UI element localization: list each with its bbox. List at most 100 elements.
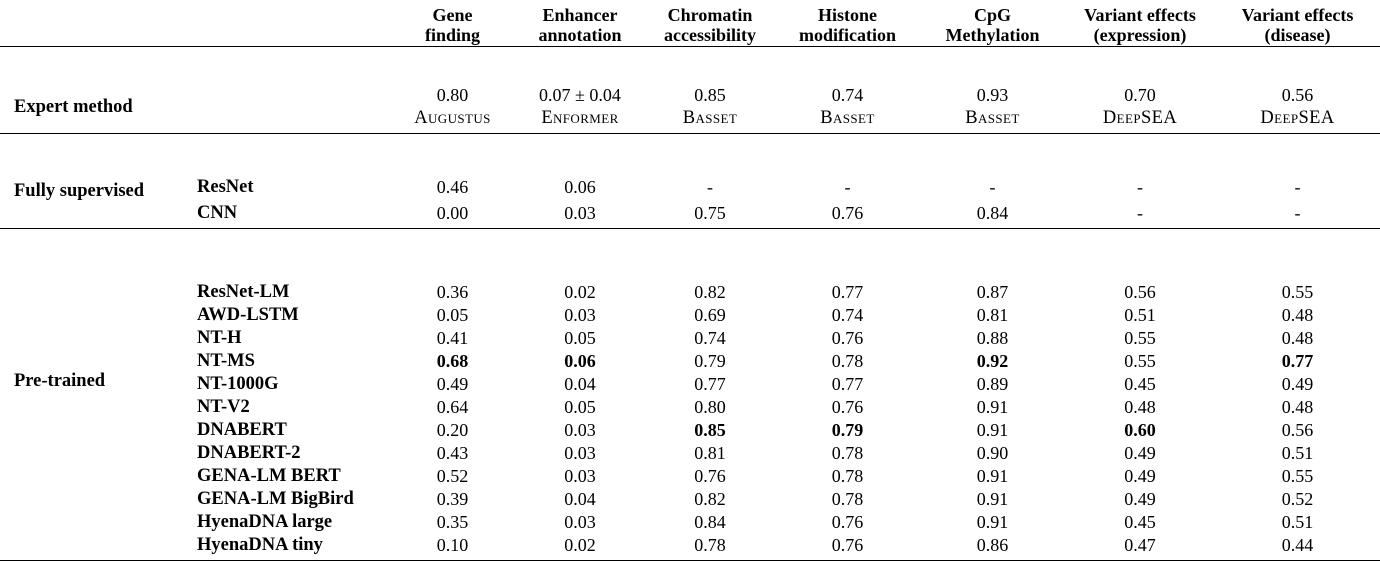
expert-method-section: Expert method 0.80 Augustus 0.07 ± 0.04 …: [0, 46, 1380, 134]
expert-method-name: Basset: [965, 108, 1020, 128]
column-header-line1: Histone: [817, 5, 877, 25]
score-cell: 0.91: [976, 489, 1009, 509]
score-cell: 0.03: [564, 512, 596, 532]
score-cell: 0.49: [1124, 466, 1156, 486]
table-row: NT-H 0.41 0.05 0.74 0.76 0.88 0.55 0.48: [0, 327, 1380, 350]
column-header-histone-modification: Histone modification: [775, 0, 920, 47]
expert-cell-gene-finding: 0.80 Augustus: [390, 46, 515, 134]
table-row: NT-1000G 0.49 0.04 0.77 0.77 0.89 0.45 0.49: [0, 373, 1380, 396]
score-cell: -: [1065, 199, 1215, 229]
column-header-line2: finding: [424, 24, 481, 45]
expert-method-name: Augustus: [414, 108, 491, 128]
expert-cell-cpg-methylation: 0.93 Basset: [920, 46, 1065, 134]
table-row: Pre-trained ResNet-LM 0.36 0.02 0.82 0.77 0.87…: [0, 228, 1380, 561]
table-row: NT-V2 0.64 0.05 0.80 0.76 0.91 0.48 0.48: [0, 396, 1380, 419]
score-cell: 0.05: [564, 328, 596, 348]
score-cell: 0.49: [1124, 489, 1156, 509]
score-cell: 0.82: [694, 282, 726, 302]
column-header-line1: Variant effects: [1084, 5, 1196, 25]
model-name: NT-1000G: [197, 374, 279, 394]
score-cell: 0.78: [831, 351, 864, 371]
score-cell: 0.35: [436, 512, 469, 532]
group-label-expert-method: Expert method: [0, 46, 190, 134]
score-cell: 0.89: [976, 374, 1009, 394]
group-label-fully-supervised: Fully supervised: [0, 133, 190, 229]
expert-cell-enhancer-annotation: 0.07 ± 0.04 Enformer: [515, 46, 645, 134]
score-cell: 0.10: [390, 534, 515, 561]
expert-method-name: Basset: [682, 108, 738, 128]
score-cell: 0.03: [564, 420, 596, 440]
expert-cell-chromatin-accessibility: 0.85 Basset: [645, 46, 775, 134]
expert-cell-variant-effects-expression: 0.70 DeepSEA: [1065, 46, 1215, 134]
score-cell: 0.51: [1281, 512, 1314, 532]
expert-cell-histone-modification: 0.74 Basset: [775, 46, 920, 134]
score-cell: -: [844, 177, 851, 197]
score-cell: 0.76: [694, 466, 726, 486]
fully-supervised-section: Fully supervised ResNet 0.46 0.06- - - - - CNN 0.…: [0, 133, 1380, 229]
score-cell: 0.00: [390, 199, 515, 229]
expert-score: 0.70: [1124, 85, 1156, 105]
expert-method-name: Basset: [820, 108, 875, 128]
score-cell: 0.86: [920, 534, 1065, 561]
score-cell: 0.69: [694, 305, 726, 325]
expert-score: 0.56: [1281, 85, 1314, 105]
score-cell: 0.52: [1281, 489, 1314, 509]
column-header-line2: Methylation: [945, 24, 1040, 45]
score-cell: 0.48: [1281, 305, 1314, 325]
score-cell: 0.91: [976, 397, 1009, 417]
table-row: HyenaDNA large 0.35 0.03 0.84 0.76 0.91 0.45 0.…: [0, 511, 1380, 534]
column-header-cpg-methylation: CpG Methylation: [920, 0, 1065, 47]
model-name: GENA-LM BERT: [197, 466, 341, 486]
score-cell: 0.85: [694, 420, 726, 440]
column-header-line1: Gene: [432, 5, 473, 25]
model-name: NT-H: [197, 328, 242, 348]
expert-score: 0.85: [694, 85, 726, 105]
model-name: HyenaDNA tiny: [190, 534, 390, 561]
score-cell: 0.51: [1281, 443, 1314, 463]
column-header-chromatin-accessibility: Chromatin accessibility: [645, 0, 775, 47]
score-cell: 0.03: [564, 443, 596, 463]
model-spacer-cell: [190, 46, 390, 134]
score-cell: 0.91: [976, 420, 1009, 440]
model-name: NT-MS: [197, 351, 255, 371]
score-cell: 0.48: [1281, 397, 1314, 417]
expert-method-name: DeepSEA: [1102, 108, 1178, 128]
score-cell: 0.48: [1281, 328, 1314, 348]
score-cell: -: [707, 177, 713, 197]
score-cell: 0.45: [1124, 374, 1156, 394]
score-cell: 0.78: [831, 443, 864, 463]
score-cell: 0.49: [1124, 443, 1156, 463]
score-cell: 0.78: [831, 489, 864, 509]
table-row: CNN 0.00 0.03 0.75 0.76 0.84- -: [0, 199, 1380, 229]
score-cell: 0.04: [564, 489, 596, 509]
table-row: NT-MS 0.68 0.06 0.79 0.78 0.92 0.55 0.77: [0, 350, 1380, 373]
expert-method-name: Enformer: [541, 108, 619, 128]
model-name: CNN: [190, 199, 390, 229]
score-cell: 0.44: [1215, 534, 1380, 561]
score-cell: 0.55: [1124, 351, 1156, 371]
table-row: AWD-LSTM 0.05 0.03 0.69 0.74 0.81 0.51 0.48: [0, 304, 1380, 327]
score-cell: 0.03: [515, 199, 645, 229]
score-cell: 0.74: [694, 328, 726, 348]
score-cell: 0.77: [1281, 351, 1314, 371]
score-cell: 0.90: [976, 443, 1009, 463]
column-header-enhancer-annotation: Enhancer annotation: [515, 0, 645, 47]
group-label-text: Pre-trained: [14, 371, 106, 391]
model-name: NT-V2: [197, 397, 250, 417]
expert-score: 0.80: [436, 85, 469, 105]
score-cell: 0.78: [645, 534, 775, 561]
column-header-line2: (expression): [1093, 24, 1187, 45]
score-cell: 0.05: [564, 397, 596, 417]
score-cell: 0.81: [694, 443, 726, 463]
score-cell: 0.03: [564, 466, 596, 486]
table-row: HyenaDNA tiny 0.10 0.02 0.78 0.76 0.86 0.47 0.4…: [0, 534, 1380, 561]
score-cell: 0.05: [436, 305, 469, 325]
score-cell: 0.79: [694, 351, 726, 371]
score-cell: 0.04: [564, 374, 596, 394]
column-header-gene-finding: Gene finding: [390, 0, 515, 47]
score-cell: -: [1137, 177, 1143, 197]
score-cell: 0.20: [436, 420, 469, 440]
score-cell: 0.76: [831, 328, 864, 348]
score-cell: 0.84: [694, 512, 726, 532]
